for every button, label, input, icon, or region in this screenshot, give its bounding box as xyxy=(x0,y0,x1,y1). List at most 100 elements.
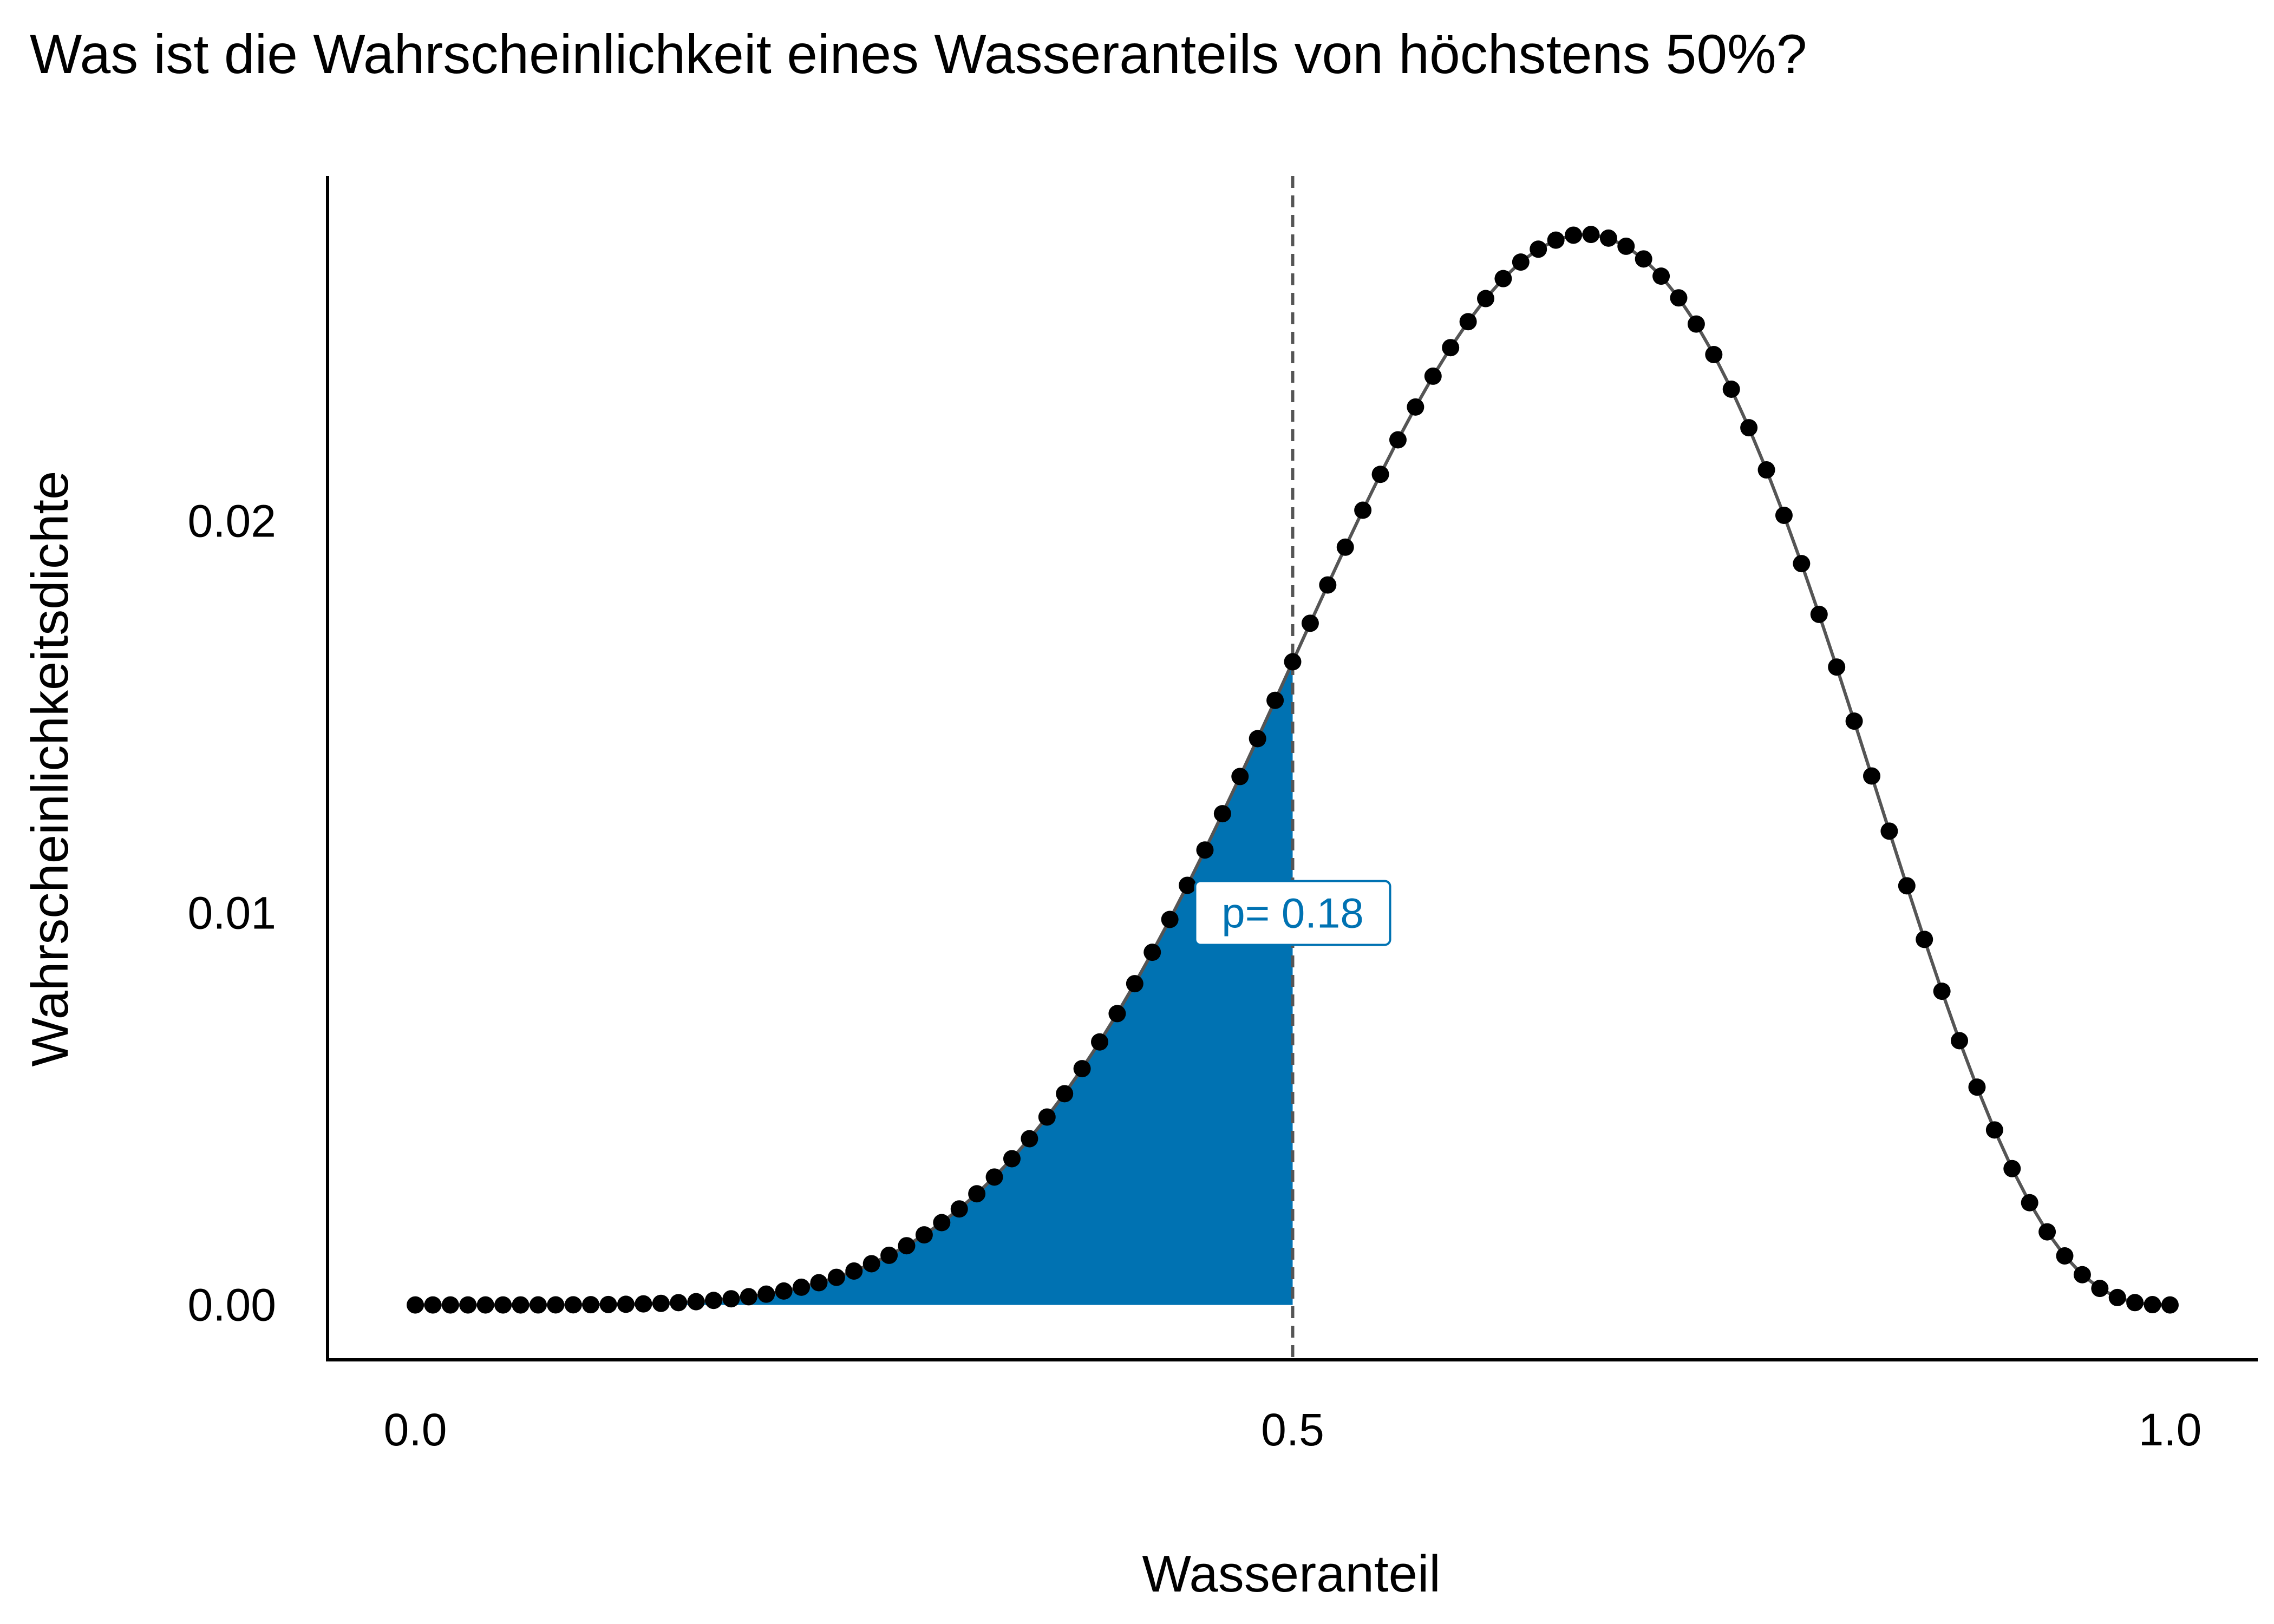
data-point xyxy=(898,1237,916,1255)
data-point xyxy=(652,1294,670,1312)
data-point xyxy=(2108,1288,2126,1306)
data-point xyxy=(950,1200,968,1218)
data-point xyxy=(617,1295,635,1313)
data-point xyxy=(862,1255,880,1273)
data-point xyxy=(1670,289,1688,307)
data-point xyxy=(1301,614,1319,632)
data-point xyxy=(1494,270,1512,287)
data-point xyxy=(1705,345,1723,363)
data-point xyxy=(1845,712,1863,730)
p-value-annotation: p= 0.18 xyxy=(1194,880,1391,946)
data-point xyxy=(424,1296,442,1314)
data-point xyxy=(2161,1296,2179,1314)
data-point xyxy=(687,1293,705,1311)
data-point xyxy=(494,1296,512,1314)
data-point xyxy=(810,1274,828,1292)
data-point xyxy=(582,1296,600,1314)
y-tick-labels: 0.00 0.01 0.02 xyxy=(188,495,277,1330)
data-point xyxy=(1038,1108,1056,1126)
data-point xyxy=(793,1278,811,1296)
data-point xyxy=(512,1296,530,1314)
data-point xyxy=(1143,944,1161,961)
data-point xyxy=(547,1296,565,1314)
x-axis-title: Wasseranteil xyxy=(1142,1545,1440,1603)
data-point xyxy=(1775,506,1793,524)
data-point xyxy=(1652,267,1670,285)
shaded-area xyxy=(415,662,1293,1305)
data-point xyxy=(1249,730,1266,748)
data-point xyxy=(880,1246,898,1264)
data-point xyxy=(1056,1085,1074,1103)
data-point xyxy=(1161,911,1179,928)
data-point xyxy=(2003,1160,2021,1177)
data-point xyxy=(635,1295,652,1313)
data-point xyxy=(1740,419,1758,437)
data-point xyxy=(2073,1266,2091,1284)
y-tick-label: 0.01 xyxy=(188,887,277,938)
data-point xyxy=(1073,1060,1091,1078)
data-point xyxy=(1389,431,1407,449)
data-point xyxy=(1810,605,1828,623)
data-point xyxy=(1126,975,1143,993)
data-point xyxy=(1003,1150,1021,1168)
y-axis-title: Wahrscheinlichkeitsdichte xyxy=(21,471,79,1067)
data-point xyxy=(1599,229,1617,247)
y-tick-label: 0.00 xyxy=(188,1280,277,1331)
data-point xyxy=(1985,1121,2003,1139)
x-tick-label: 0.5 xyxy=(1261,1404,1324,1455)
data-point xyxy=(441,1296,459,1314)
data-point xyxy=(1319,576,1337,594)
data-point xyxy=(1793,555,1811,573)
data-point xyxy=(1933,983,1951,1000)
data-point xyxy=(757,1285,775,1303)
data-point xyxy=(1916,931,1933,948)
data-point xyxy=(1284,653,1302,671)
data-point xyxy=(1407,398,1424,416)
data-point xyxy=(670,1294,688,1312)
data-point xyxy=(2091,1280,2109,1298)
data-point xyxy=(476,1296,494,1314)
data-point xyxy=(2056,1247,2074,1265)
data-point xyxy=(1951,1032,1969,1050)
chart-title: Was ist die Wahrscheinlichkeit eines Was… xyxy=(30,23,1807,85)
data-point xyxy=(2021,1194,2038,1212)
annotation-box xyxy=(1194,880,1391,946)
data-point xyxy=(1021,1130,1038,1148)
data-point xyxy=(1757,461,1775,479)
data-point xyxy=(1547,231,1565,249)
data-point xyxy=(1687,315,1705,333)
data-point xyxy=(1266,691,1284,709)
data-point xyxy=(2038,1223,2056,1241)
x-tick-label: 0.0 xyxy=(384,1404,447,1455)
data-point xyxy=(459,1296,477,1314)
data-point xyxy=(599,1295,617,1313)
data-point xyxy=(1442,339,1460,357)
data-point xyxy=(1354,501,1372,519)
data-point xyxy=(1722,380,1740,398)
data-point xyxy=(705,1292,722,1309)
data-point xyxy=(740,1288,757,1306)
data-point xyxy=(1371,466,1389,483)
data-point xyxy=(1565,226,1583,244)
data-point xyxy=(933,1214,951,1232)
data-point xyxy=(407,1296,424,1314)
data-point xyxy=(1512,253,1530,271)
data-point xyxy=(1196,841,1214,859)
data-point xyxy=(968,1185,986,1203)
data-point xyxy=(722,1290,740,1308)
data-point xyxy=(827,1268,845,1286)
data-point xyxy=(1179,876,1197,894)
data-point xyxy=(1530,240,1547,258)
data-point xyxy=(1091,1033,1108,1051)
data-point xyxy=(1336,538,1354,556)
data-point xyxy=(1635,250,1652,268)
data-point xyxy=(1863,767,1880,785)
plot-area xyxy=(407,176,2179,1360)
data-point xyxy=(1477,290,1494,307)
data-point xyxy=(1880,822,1898,840)
data-point xyxy=(1213,805,1231,823)
data-point xyxy=(1828,658,1846,676)
data-point xyxy=(1617,237,1635,255)
x-tick-labels: 0.0 0.5 1.0 xyxy=(384,1404,2202,1455)
